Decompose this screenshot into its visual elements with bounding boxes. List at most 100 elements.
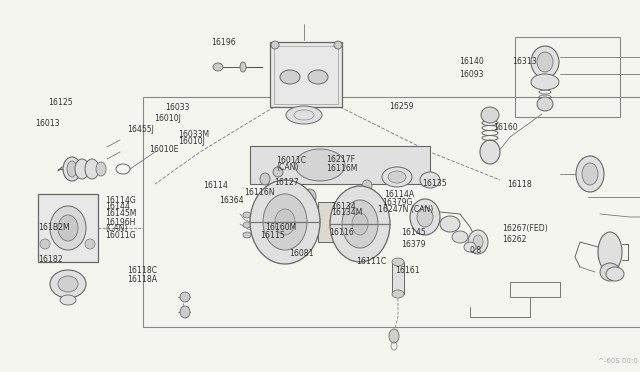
Text: 16114G: 16114G [106,196,136,205]
Text: 16033: 16033 [165,103,189,112]
Ellipse shape [243,212,251,218]
Ellipse shape [40,239,50,249]
Text: ^-60S 00:0: ^-60S 00:0 [598,358,638,364]
Text: 16118A: 16118A [127,275,157,284]
Text: 16455J: 16455J [127,125,154,134]
Text: 16116: 16116 [330,228,355,237]
Ellipse shape [263,194,307,250]
Ellipse shape [67,161,77,177]
Ellipse shape [606,267,624,281]
Text: 16116N: 16116N [244,188,275,197]
Ellipse shape [60,295,76,305]
Text: 16111C: 16111C [356,257,386,266]
Ellipse shape [58,276,78,292]
Ellipse shape [213,63,223,71]
Text: 16118: 16118 [508,180,532,189]
Ellipse shape [304,189,316,205]
Ellipse shape [468,230,488,254]
Text: 16134: 16134 [332,202,356,211]
Text: 16259: 16259 [389,102,413,111]
Text: 16196H: 16196H [106,218,136,227]
Ellipse shape [85,159,99,179]
Text: (CAN): (CAN) [106,224,128,233]
Text: 16010J: 16010J [178,137,205,146]
Text: 16135: 16135 [422,179,447,187]
Ellipse shape [600,263,620,281]
Text: 16115: 16115 [260,231,285,240]
Ellipse shape [50,270,86,298]
Ellipse shape [180,292,190,302]
Ellipse shape [440,216,460,232]
Ellipse shape [480,140,500,164]
Text: 16379: 16379 [401,240,425,248]
Ellipse shape [342,200,378,248]
Text: 16013: 16013 [35,119,60,128]
Bar [270,42,342,107]
Text: 16010E: 16010E [149,145,179,154]
Bar [143,97,640,327]
Text: 16011C: 16011C [276,156,307,165]
Ellipse shape [537,97,553,111]
Ellipse shape [392,290,404,298]
Ellipse shape [273,167,283,177]
Bar [392,262,404,294]
Text: 16379G: 16379G [382,198,412,207]
Ellipse shape [308,70,328,84]
Ellipse shape [464,242,476,252]
Ellipse shape [420,172,440,188]
Ellipse shape [75,159,89,179]
Ellipse shape [280,70,300,84]
Ellipse shape [260,173,270,185]
Ellipse shape [96,162,106,176]
Ellipse shape [537,52,553,72]
Ellipse shape [271,41,279,49]
Ellipse shape [275,209,295,235]
Ellipse shape [473,235,483,249]
Bar [38,194,98,262]
Ellipse shape [389,329,399,343]
Text: 161B2M: 161B2M [38,223,70,232]
Text: 16182: 16182 [38,255,63,264]
Ellipse shape [452,231,468,243]
Ellipse shape [582,163,598,185]
Ellipse shape [481,107,499,123]
Text: 16364: 16364 [220,196,244,205]
Text: 16114: 16114 [204,181,228,190]
Text: 16140: 16140 [460,57,484,65]
Text: 16033M: 16033M [178,130,209,139]
Text: 16262: 16262 [502,235,526,244]
Text: 16145: 16145 [401,228,426,237]
Ellipse shape [295,149,345,181]
Text: 16144: 16144 [106,202,131,211]
Ellipse shape [362,180,372,192]
Text: 16267(FED): 16267(FED) [502,224,547,233]
Text: 16217F: 16217F [326,155,355,164]
Ellipse shape [531,46,559,78]
Ellipse shape [417,207,433,227]
Ellipse shape [240,62,246,72]
Text: 16161: 16161 [396,266,420,275]
Ellipse shape [576,156,604,192]
Ellipse shape [410,199,440,235]
Text: 16247N (CAN): 16247N (CAN) [378,205,433,214]
Bar [250,146,430,184]
Ellipse shape [352,213,368,235]
Ellipse shape [531,74,559,90]
Ellipse shape [180,306,190,318]
Text: (CAN): (CAN) [276,163,299,172]
Ellipse shape [250,180,320,264]
Text: 0.8: 0.8 [470,246,482,255]
Ellipse shape [334,41,342,49]
Text: 16313: 16313 [512,57,536,65]
Ellipse shape [388,171,406,183]
Text: 16010J: 16010J [154,114,181,123]
Text: 16118C: 16118C [127,266,157,275]
Ellipse shape [85,239,95,249]
Ellipse shape [243,232,251,238]
Text: 16127: 16127 [274,178,298,187]
Ellipse shape [63,157,81,181]
Text: 16011G: 16011G [106,231,136,240]
Text: 16114A: 16114A [384,190,414,199]
Text: 16160: 16160 [493,123,517,132]
Text: 16116M: 16116M [326,164,358,173]
